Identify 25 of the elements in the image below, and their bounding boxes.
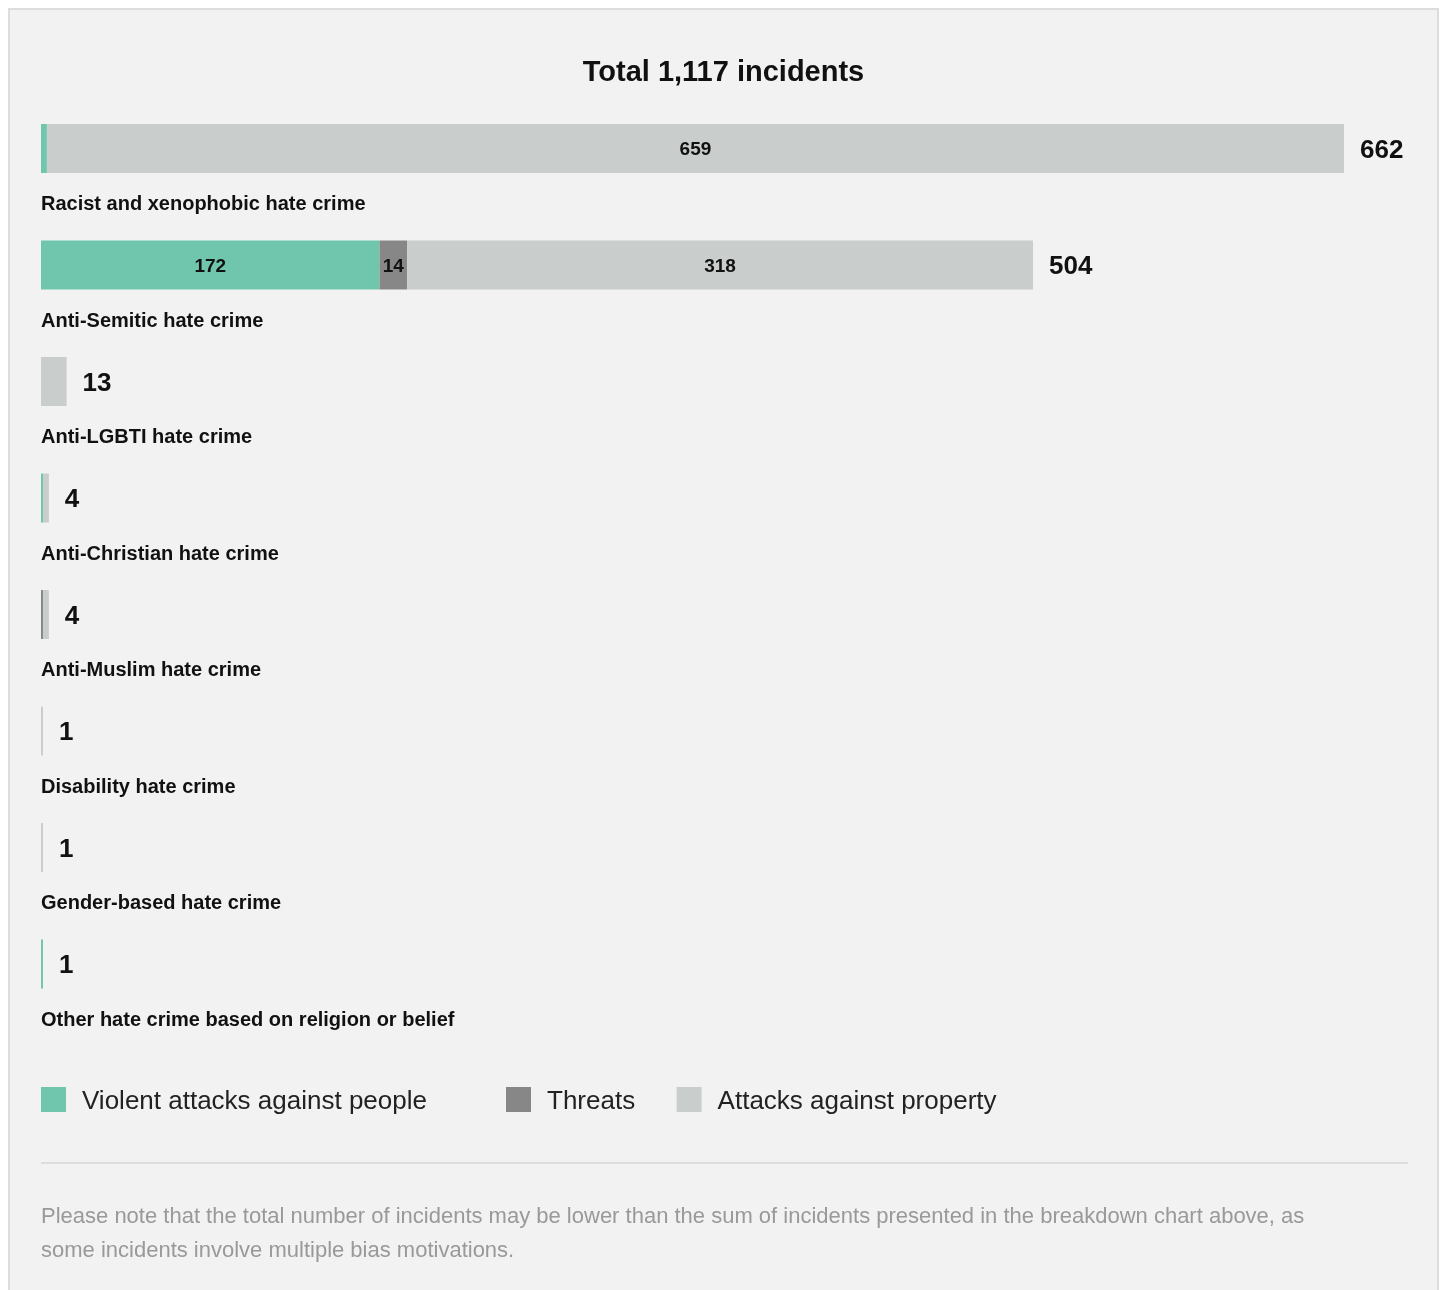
y-tick-label: Anti-Muslim hate crime <box>41 658 262 680</box>
total-label: 1 <box>58 716 74 747</box>
legend-label: Violent attacks against people <box>82 1085 427 1115</box>
y-tick-label: Disability hate crime <box>41 774 236 797</box>
chart-title: Total 1,117 incidents <box>582 55 865 87</box>
y-tick-label: Anti-LGBTI hate crime <box>41 425 253 447</box>
total-label: 662 <box>1360 133 1404 164</box>
y-tick-label: Anti-Christian hate crime <box>41 541 279 564</box>
total-label: 1 <box>58 949 74 980</box>
total-label: 1 <box>58 832 74 863</box>
total-label: 4 <box>64 483 80 514</box>
y-tick-label: Gender-based hate crime <box>41 891 282 913</box>
data-label: 172 <box>194 254 227 276</box>
total-label: 4 <box>64 599 80 630</box>
data-label: 318 <box>704 254 736 276</box>
y-tick-label: Anti-Semitic hate crime <box>41 308 264 331</box>
total-label: 13 <box>82 366 112 397</box>
total-label: 504 <box>1049 250 1093 281</box>
y-tick-label: Racist and xenophobic hate crime <box>41 192 366 214</box>
legend-label: Attacks against property <box>717 1085 997 1115</box>
y-tick-label: Other hate crime based on religion or belief <box>41 1007 455 1030</box>
data-label: 659 <box>679 138 712 160</box>
legend-label: Threats <box>547 1085 636 1115</box>
data-label: 14 <box>382 254 405 276</box>
text: Please note that the total number of incidents may be lower than the sum of incidents presented in the breakdown chart above, as some incidents involve multiple bias motivations. <box>41 1203 1305 1262</box>
